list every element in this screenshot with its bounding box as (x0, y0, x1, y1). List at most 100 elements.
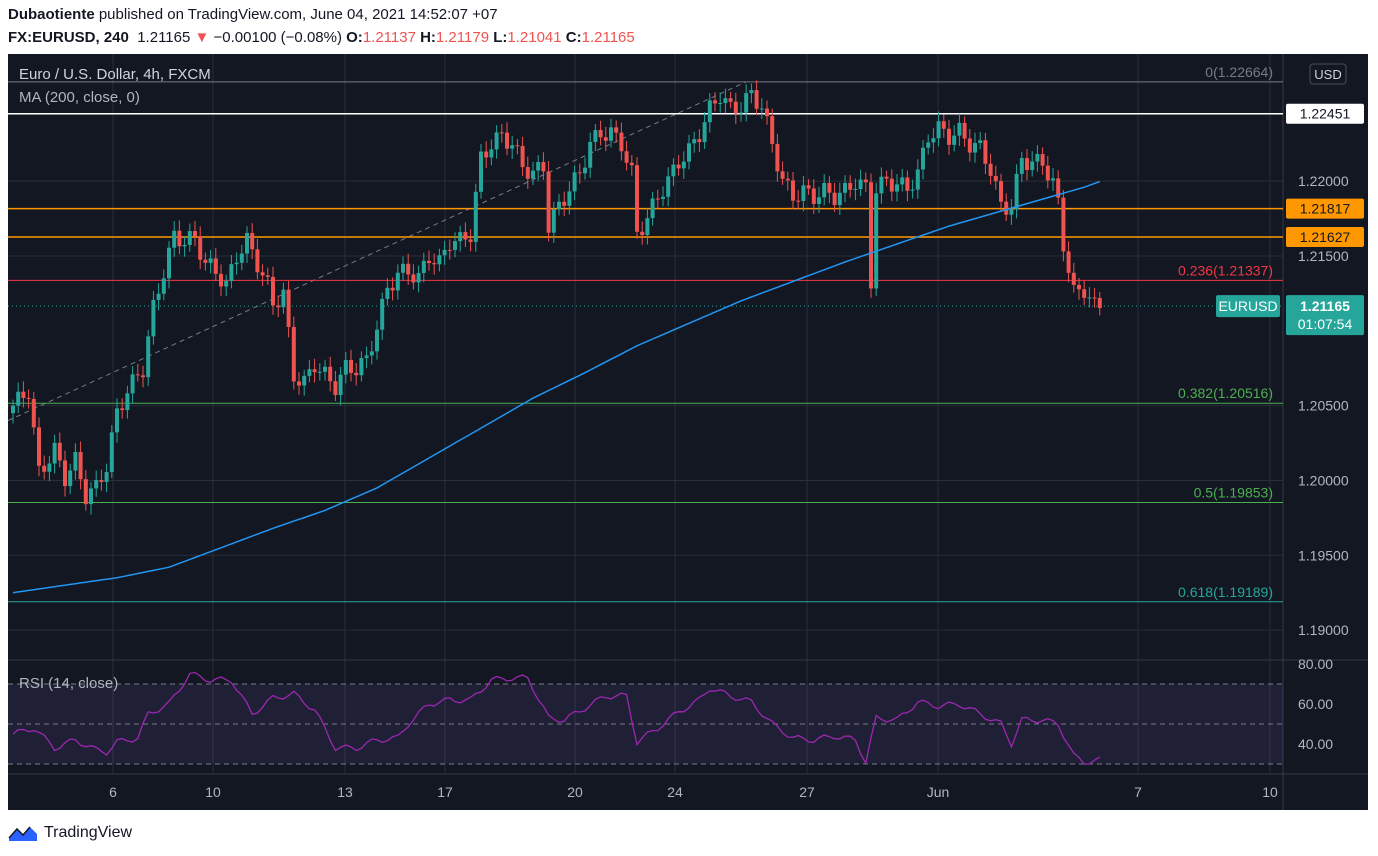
candle-body (879, 176, 884, 194)
candle-body (635, 165, 639, 232)
candle-body (1087, 297, 1092, 299)
candle-body (47, 463, 52, 472)
candle-body (458, 232, 463, 242)
candle-body (598, 130, 603, 138)
chart-canvas[interactable]: 0(1.22664) 0.236(1.21337) 0.382(1.20516) 0.… (8, 54, 1368, 810)
candle-body (416, 272, 421, 283)
candle-body (1077, 284, 1081, 290)
candle-body (983, 140, 988, 164)
price-axis-label: 1.20500 (1298, 398, 1349, 414)
candle-body (884, 176, 889, 179)
candle-body (359, 358, 364, 376)
candle-body (796, 200, 801, 202)
candle-body (681, 161, 686, 169)
candle-body (915, 169, 920, 190)
candle-body (661, 196, 665, 199)
candle-body (572, 172, 577, 192)
candle-body (562, 201, 567, 206)
candle-body (728, 98, 733, 102)
countdown-label: 01:07:54 (1298, 316, 1353, 332)
candle-body (1030, 161, 1035, 170)
candle-body (853, 189, 858, 191)
ohlc-line: FX:EURUSD, 240 1.21165 ▼ −0.00100 (−0.08… (8, 29, 635, 46)
candle-body (68, 470, 73, 487)
candle-body (473, 191, 478, 242)
candle-body (317, 371, 322, 373)
candle-body (286, 289, 291, 327)
candle-body (427, 260, 431, 264)
candle-body (1092, 297, 1097, 299)
candle-body (957, 122, 962, 136)
candle-body (978, 140, 983, 144)
candle-body (421, 260, 426, 273)
candle-body (1071, 272, 1076, 285)
candle-body (895, 184, 899, 192)
candle-body (26, 397, 31, 399)
rsi-axis-label: 60.00 (1298, 696, 1333, 712)
candle-body (593, 130, 598, 142)
candle-body (837, 192, 842, 206)
candle-body (104, 472, 109, 482)
symbol-badge-label: EURUSD (1218, 298, 1277, 314)
candle-body (811, 188, 816, 204)
candle-body (395, 272, 400, 291)
candle-body (609, 127, 613, 141)
candle-body (338, 374, 343, 396)
candle-body (650, 198, 655, 219)
candle-body (120, 408, 125, 411)
candle-body (614, 127, 619, 133)
candle-body (640, 231, 645, 236)
candle-body (369, 351, 374, 356)
price-badge-label: 1.22451 (1300, 106, 1351, 122)
candle-body (692, 139, 697, 144)
candle-body (380, 298, 385, 330)
rsi-legend: RSI (14, close) (19, 675, 119, 692)
chart-frame[interactable]: 0(1.22664) 0.236(1.21337) 0.382(1.20516) 0.… (8, 54, 1368, 810)
ma-legend: MA (200, close, 0) (19, 89, 140, 106)
candle-body (89, 488, 93, 505)
candle-body (687, 143, 691, 162)
candle-body (1004, 201, 1009, 215)
candle-body (806, 185, 811, 189)
candle-body (577, 172, 582, 174)
candle-body (900, 177, 905, 185)
candle-body (749, 90, 754, 94)
candle-body (510, 145, 515, 149)
candle-body (1056, 178, 1061, 198)
candle-body (666, 176, 671, 197)
published-text: published on TradingView.com, June 04, 2… (98, 6, 498, 23)
candle-body (281, 289, 286, 308)
candle-body (645, 218, 650, 236)
candle-body (193, 231, 197, 237)
candle-body (135, 374, 140, 376)
candle-body (494, 132, 499, 150)
candle-body (312, 369, 317, 373)
candle-body (276, 305, 281, 308)
candle-body (375, 329, 379, 352)
open-value: 1.21137 (362, 29, 416, 46)
last-price: 1.21165 (137, 29, 191, 46)
candle-body (702, 122, 707, 143)
candle-body (437, 255, 442, 265)
candle-body (109, 432, 114, 473)
candle-body (224, 280, 229, 287)
candle-body (973, 143, 977, 153)
fib-level-label: 0.236(1.21337) (1178, 262, 1273, 278)
candle-body (297, 381, 301, 386)
candle-body (713, 100, 717, 104)
candle-body (967, 138, 972, 153)
candle-body (37, 427, 41, 466)
candle-body (99, 480, 104, 482)
candle-body (1061, 197, 1066, 252)
candle-body (541, 162, 546, 172)
candle-body (999, 181, 1003, 202)
candle-body (551, 209, 556, 233)
candle-body (1051, 178, 1055, 181)
time-axis-label: 17 (437, 784, 453, 800)
candle-body (520, 146, 525, 168)
candle-body (302, 375, 307, 386)
candle-body (1066, 251, 1071, 273)
close-value: 1.21165 (581, 29, 635, 46)
candle-body (697, 139, 702, 143)
candle-body (822, 182, 827, 198)
